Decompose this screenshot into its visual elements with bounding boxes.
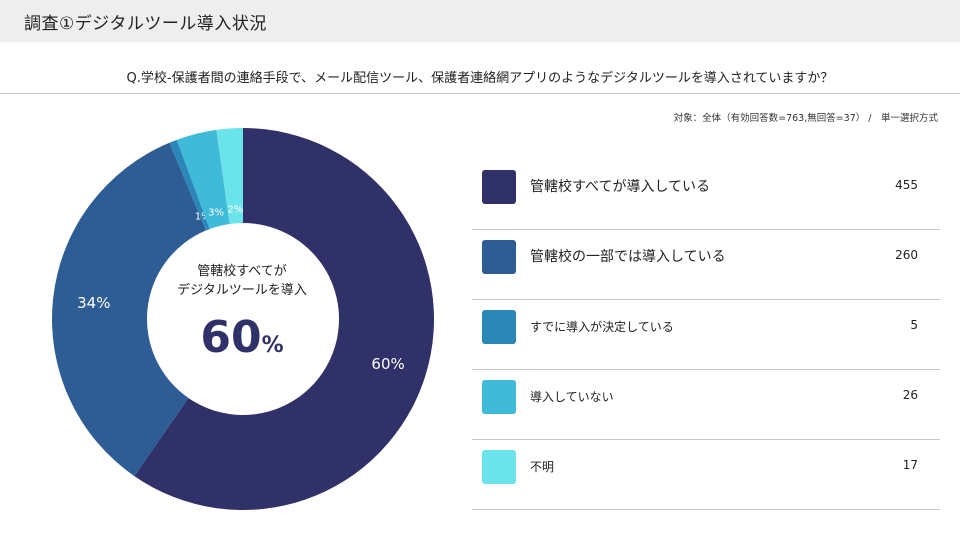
pie-slice: [134, 128, 435, 510]
center-caption-line2: デジタルツールを導入: [177, 283, 307, 298]
legend-value: 5: [910, 318, 918, 332]
center-percent-unit: %: [261, 333, 284, 358]
legend-row: すでに導入が決定している 5: [472, 300, 940, 370]
question-divider: [0, 93, 960, 94]
legend-table: 管轄校すべてが導入している 455 管轄校の一部では導入している 260 すでに…: [472, 160, 940, 510]
center-percent: 60%: [152, 312, 332, 363]
legend-value: 260: [895, 248, 918, 262]
legend-label: 管轄校すべてが導入している: [530, 179, 711, 195]
pie-slice: [216, 128, 243, 224]
center-caption-line1: 管轄校すべてが: [197, 264, 287, 279]
survey-question: Q.学校-保護者間の連絡手段で、メール配信ツール、保護者連絡網アプリのようなデジ…: [126, 71, 834, 86]
legend-label: 管轄校の一部では導入している: [530, 249, 726, 265]
legend-swatch: [482, 310, 516, 344]
slice-percent-label: 34%: [77, 294, 110, 312]
slice-percent-label: 60%: [371, 355, 404, 373]
legend-label: 導入していない: [530, 390, 614, 404]
legend-row: 不明 17: [472, 440, 940, 510]
center-caption: 管轄校すべてが デジタルツールを導入: [152, 262, 332, 300]
slice-percent-label: 1%: [195, 212, 211, 223]
legend-label: 不明: [530, 460, 555, 474]
page-title: 調査①デジタルツール導入状況: [24, 14, 267, 34]
slice-percent-label: 2%: [227, 204, 243, 215]
pie-slice: [51, 142, 207, 477]
header-bar: [0, 0, 960, 42]
legend-value: 17: [902, 458, 918, 472]
legend-value: 455: [895, 178, 918, 192]
legend-swatch: [482, 380, 516, 414]
legend-row: 導入していない 26: [472, 370, 940, 440]
legend-swatch: [482, 450, 516, 484]
legend-value: 26: [902, 388, 918, 402]
slice-percent-label: 3%: [208, 207, 224, 218]
pie-slice: [169, 139, 210, 231]
legend-label: すでに導入が決定している: [530, 320, 674, 334]
legend-swatch: [482, 240, 516, 274]
pie-slice: [176, 129, 230, 229]
legend-row: 管轄校すべてが導入している 455: [472, 160, 940, 230]
respondent-note: 対象：全体（有効回答数=763,無回答=37） / 単一選択方式: [673, 113, 938, 124]
center-percent-value: 60: [200, 312, 262, 363]
legend-row: 管轄校の一部では導入している 260: [472, 230, 940, 300]
legend-swatch: [482, 170, 516, 204]
